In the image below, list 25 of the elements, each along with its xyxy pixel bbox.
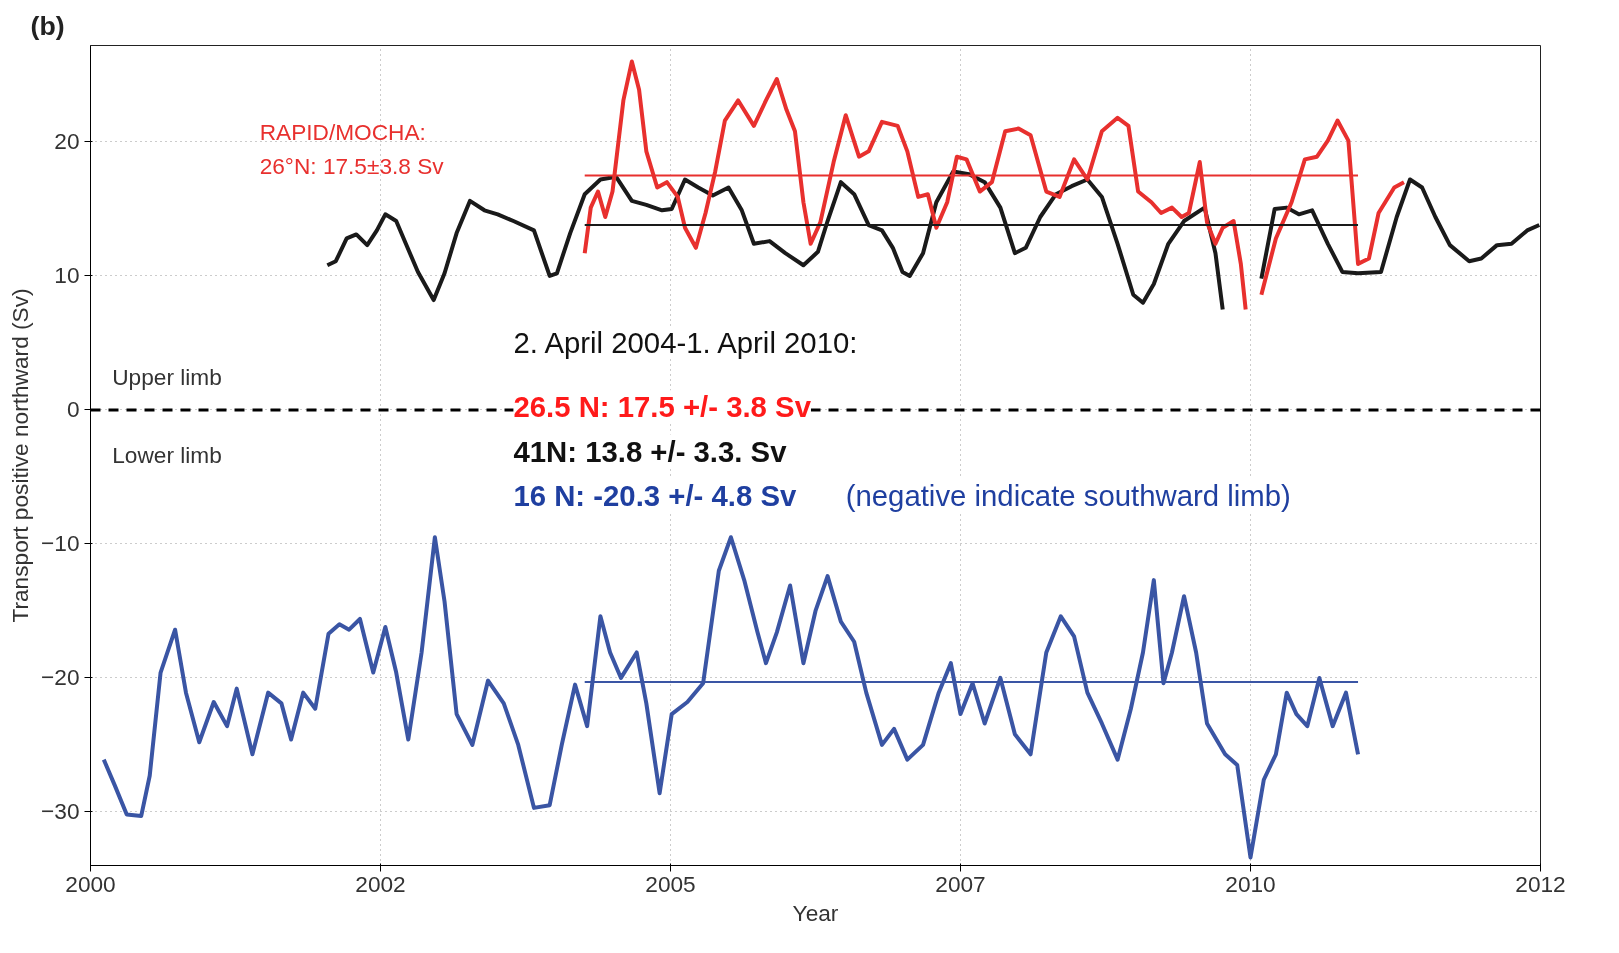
y-tick-label: 0	[66, 396, 80, 423]
x-tick-label: 2000	[65, 870, 116, 897]
annotation: 26°N: 17.5±3.8 Sv	[259, 153, 445, 180]
x-tick-label: 2002	[355, 870, 406, 897]
annotation: Lower limb	[112, 441, 222, 468]
x-tick-label: 2010	[1225, 870, 1276, 897]
annotation: 41N: 13.8 +/- 3.3. Sv	[513, 434, 788, 468]
y-tick-label: 10	[54, 262, 80, 289]
annotation: (negative indicate southward limb)	[845, 478, 1291, 512]
x-tick-label: 2005	[645, 870, 696, 897]
annotation: 16 N: -20.3 +/- 4.8 Sv	[513, 478, 797, 512]
y-tick-label: 20	[54, 128, 80, 155]
x-tick-label: 2012	[1515, 870, 1566, 897]
x-tick-label: 2007	[935, 870, 986, 897]
y-axis-title: Transport positive northward (Sv)	[7, 288, 34, 623]
text: (b)	[30, 10, 65, 41]
line-series	[101, 535, 1361, 860]
y-tick-label: −20	[41, 664, 80, 691]
annotation: 2. April 2004-1. April 2010:	[513, 326, 858, 360]
y-tick-label: −30	[41, 798, 80, 825]
annotation: Upper limb	[112, 363, 222, 390]
x-axis-title: Year	[792, 899, 839, 926]
annotation: RAPID/MOCHA:	[259, 118, 426, 145]
y-tick-label: −10	[41, 530, 80, 557]
annotation: 26.5 N: 17.5 +/- 3.8 Sv	[513, 390, 812, 424]
